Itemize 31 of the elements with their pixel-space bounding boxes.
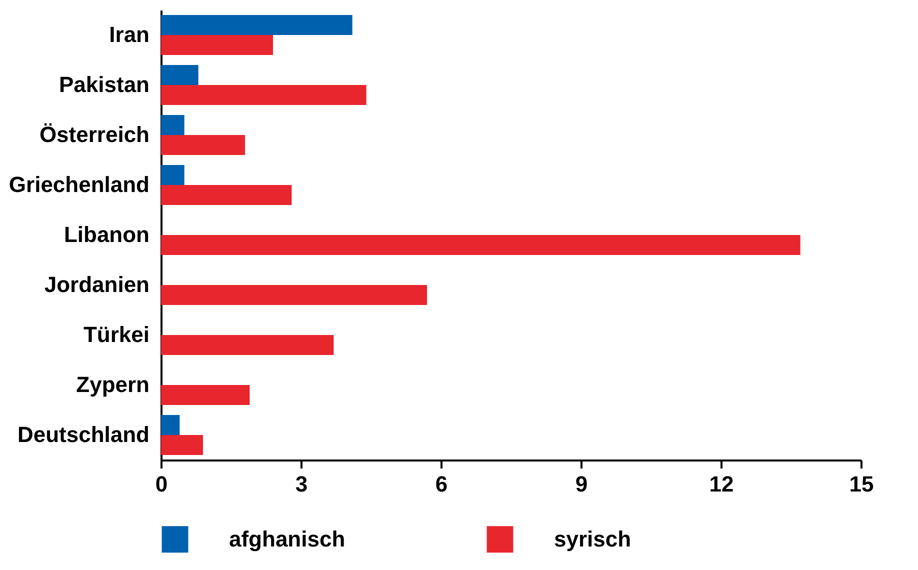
bar — [161, 285, 427, 305]
y-tick-label: Zypern — [76, 372, 150, 397]
x-tick-label: 9 — [575, 472, 588, 496]
y-tick-label: Türkei — [83, 322, 150, 347]
x-tick-label: 6 — [435, 472, 448, 496]
bar — [161, 185, 292, 205]
legend-label: afghanisch — [229, 526, 346, 552]
x-tick-label: 0 — [155, 472, 168, 496]
bar — [161, 435, 203, 455]
y-tick-label: Iran — [109, 22, 150, 47]
y-tick-label: Pakistan — [59, 72, 150, 97]
bar — [161, 165, 184, 185]
x-tick-label: 3 — [295, 472, 308, 496]
bar — [161, 115, 184, 135]
bar — [161, 65, 198, 85]
x-tick-label: 15 — [849, 472, 874, 496]
bar — [161, 35, 273, 55]
y-tick-label: Griechenland — [8, 172, 150, 197]
bar — [161, 15, 352, 35]
bar — [161, 235, 800, 255]
y-tick-label: Jordanien — [44, 272, 150, 297]
bar — [161, 135, 245, 155]
y-tick-label: Deutschland — [17, 422, 150, 447]
y-tick-label: Libanon — [64, 222, 150, 247]
bar — [161, 335, 334, 355]
bar — [161, 385, 250, 405]
y-tick-label: Österreich — [39, 122, 150, 147]
bar — [161, 415, 180, 435]
x-tick-label: 12 — [709, 472, 734, 496]
bar — [161, 85, 366, 105]
legend-label: syrisch — [554, 526, 632, 552]
